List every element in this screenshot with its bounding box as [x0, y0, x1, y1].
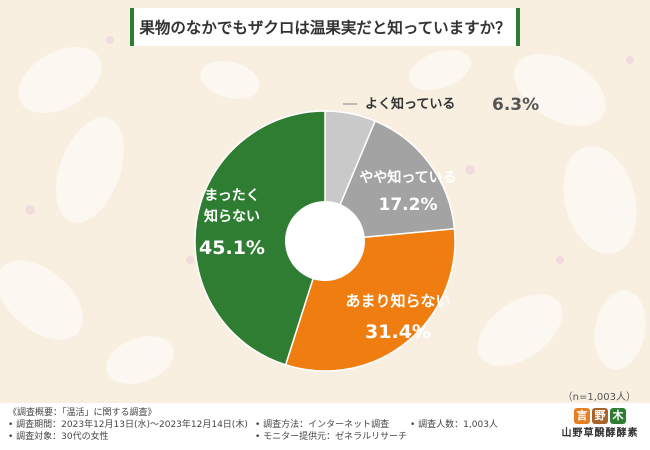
brand-logo: 言 野 木 山野草醗酵酵素 — [560, 408, 640, 448]
survey-summary: 《調査概要：「温活」に関する調査》 — [8, 408, 157, 418]
slice-label-not-very-familiar: あまり知らない — [345, 292, 450, 310]
slice-label-very-familiar: よく知っている — [365, 96, 455, 112]
chart-title: 果物のなかでもザクロは温果実だと知っていますか？ — [130, 8, 520, 46]
slice-value-somewhat-familiar: 17.2% — [379, 195, 438, 215]
survey-count: • 調査人数：1,003人 — [410, 420, 498, 430]
slice-not-at-all — [194, 110, 326, 366]
slice-value-not-very-familiar: 31.4% — [365, 321, 431, 343]
slice-label-somewhat-familiar: やや知っている — [359, 169, 456, 186]
logo-name: 山野草醗酵酵素 — [561, 428, 639, 439]
logo-char-2: 野 — [592, 408, 608, 424]
survey-target: • 調査対象：30代の女性 — [8, 432, 109, 442]
logo-char-3: 木 — [610, 408, 626, 424]
survey-method: • 調査方法：インターネット調査 — [255, 420, 390, 430]
survey-provider: • モニター提供元：ゼネラルリサーチ — [255, 432, 408, 442]
sample-size-note: （n=1,003人） — [562, 392, 636, 403]
survey-footer: 《調査概要：「温活」に関する調査》 • 調査期間：2023年12月13日(水)～… — [0, 403, 650, 450]
survey-period: • 調査期間：2023年12月13日(水)～2023年12月14日(木) — [8, 420, 248, 430]
slice-somewhat-familiar — [323, 120, 456, 242]
slice-label-not-at-all-line2: 知らない — [204, 208, 260, 225]
logo-char-1: 言 — [574, 408, 590, 424]
slice-label-not-at-all-line1: まったく — [204, 188, 259, 204]
slice-value-very-familiar: 6.3% — [492, 95, 539, 115]
donut-hole — [285, 201, 365, 281]
slice-value-not-at-all: 45.1% — [199, 237, 265, 259]
